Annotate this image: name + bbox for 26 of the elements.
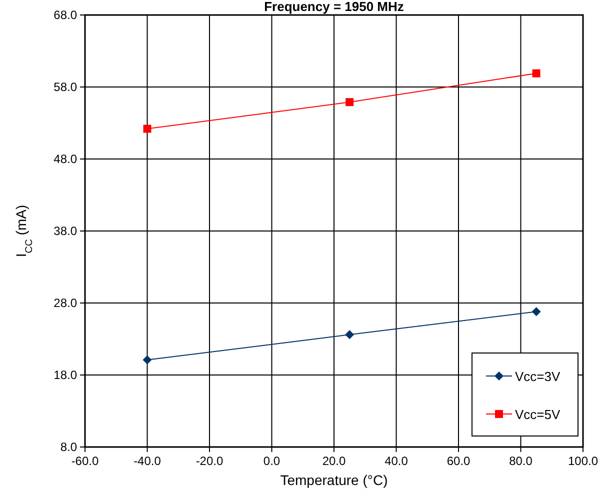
y-tick-label: 38.0 (54, 224, 78, 238)
point (345, 330, 354, 340)
point (346, 98, 354, 106)
point (532, 69, 540, 78)
x-tick-label: -40.0 (134, 454, 162, 468)
x-tick-label: 60.0 (446, 454, 470, 468)
x-tick-label: 40.0 (384, 454, 408, 468)
x-tick-label: -20.0 (196, 454, 224, 468)
x-tick-label: 0.0 (263, 454, 280, 468)
legend-label: Vcc=3V (515, 369, 560, 384)
x-tick-label: 100.0 (568, 454, 598, 468)
point (142, 355, 152, 364)
x-tick-label: 20.0 (322, 454, 346, 468)
point (143, 124, 152, 133)
y-tick-label: 28.0 (54, 296, 78, 310)
y-tick-label: 8.0 (60, 440, 78, 454)
y-tick-label: 18.0 (54, 368, 78, 382)
x-tick-label: -60.0 (71, 454, 99, 468)
y-tick-label: 48.0 (54, 152, 78, 166)
point (532, 307, 541, 316)
legend-label: Vcc=5V (515, 407, 560, 422)
y-tick-label: 68.0 (54, 8, 78, 22)
x-tick-label: 80.0 (509, 454, 533, 468)
chart-title: Frequency = 1950 MHz (264, 0, 404, 14)
x-axis-title: Temperature (°C) (280, 472, 388, 488)
y-tick-label: 58.0 (54, 80, 78, 94)
